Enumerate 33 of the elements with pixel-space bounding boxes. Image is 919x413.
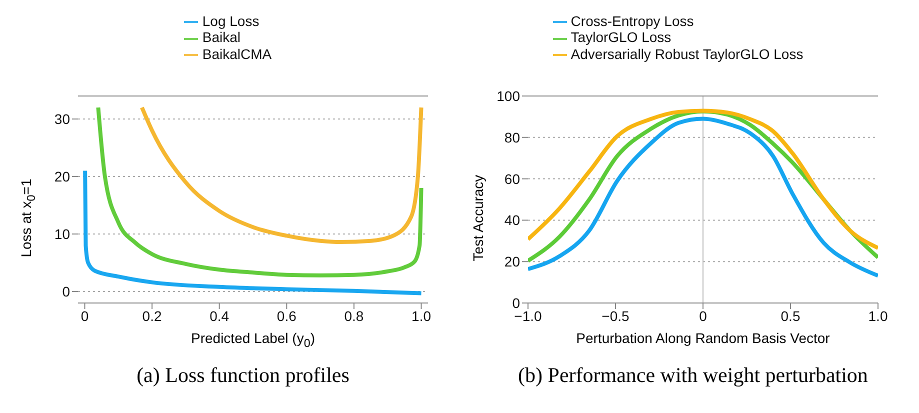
text: (a) Loss function profiles [136, 363, 350, 388]
line-series [83, 168, 424, 296]
x-tick-label: 0 [80, 308, 89, 324]
x-tick-label: 0.2 [142, 308, 162, 324]
x-tick-label: 1.0 [868, 308, 888, 324]
x-tick-label: 0 [699, 308, 708, 324]
text: (b) Performance with weight perturbation [517, 363, 869, 388]
y-tick-label: 20 [54, 168, 70, 184]
legend-label: Log Loss [202, 13, 260, 29]
legend-label: Cross-Entropy Loss [570, 13, 694, 29]
legend-label: TaylorGLO Loss [570, 29, 672, 46]
y-tick-label: 100 [496, 88, 520, 104]
y-tick-label: 60 [504, 170, 520, 187]
y-tick-label: 10 [54, 226, 70, 242]
x-tick-label: 0.5 [780, 308, 800, 324]
legend-label: Baikal [202, 29, 241, 46]
x-axis-title: Predicted Label (y$_{0}$) [190, 330, 316, 350]
line-series [140, 106, 424, 244]
line-series [96, 106, 424, 278]
y-tick-label: 30 [54, 110, 70, 127]
y-tick-label: 40 [504, 212, 520, 228]
x-tick-label: 1.0 [412, 308, 432, 324]
x-tick-label: −0.5 [602, 308, 630, 324]
y-tick-label: 0 [62, 283, 70, 300]
x-tick-label: 0.4 [210, 308, 230, 324]
y-tick-label: 80 [504, 129, 520, 146]
x-tick-label: 0.8 [344, 308, 364, 324]
x-axis-title: Perturbation Along Random Basis Vector [575, 330, 831, 346]
y-tick-label: 20 [504, 254, 520, 270]
legend-label: Adversarially Robust TaylorGLO Loss [570, 46, 804, 62]
x-tick-label: 0.6 [276, 308, 297, 324]
y-axis-title: Test Accuracy [470, 174, 486, 262]
legend-label: BaikalCMA [202, 46, 272, 62]
